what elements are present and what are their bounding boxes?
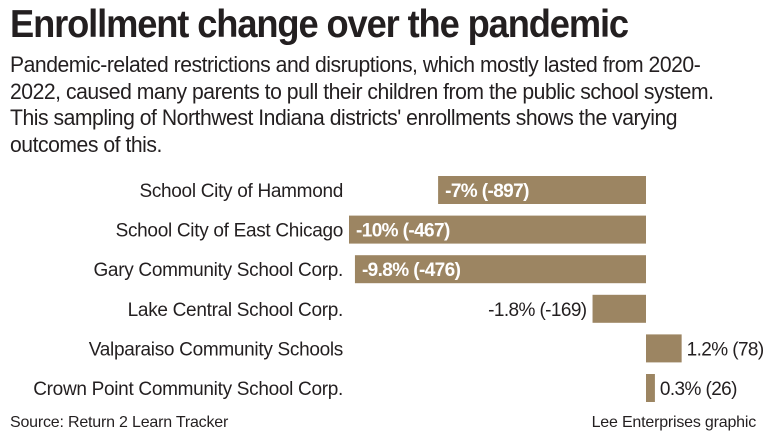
chart-subtitle: Pandemic-related restrictions and disrup… [10,52,714,157]
data-label: 1.2% (78) [687,339,764,360]
bar [438,176,646,204]
bar [646,334,682,363]
bar [592,294,646,323]
data-label: -7% (-897) [445,181,529,202]
data-label: -9.8% (-476) [362,260,461,281]
bar [354,255,646,284]
category-label: School City of East Chicago [116,221,343,242]
category-label: Gary Community School Corp. [93,260,343,281]
category-label: Valparaiso Community Schools [89,339,343,360]
bar [646,374,655,402]
category-label: School City of Hammond [139,181,343,202]
data-label: -10% (-467) [356,221,450,242]
bar [349,215,646,244]
data-label: -1.8% (-169) [488,300,587,321]
credit-note: Lee Enterprises graphic [591,414,757,431]
data-label: 0.3% (26) [660,379,737,400]
category-label: Crown Point Community School Corp. [33,379,343,400]
chart-title: Enrollment change over the pandemic [10,3,629,46]
category-label: Lake Central School Corp. [128,300,343,321]
source-note: Source: Return 2 Learn Tracker [10,414,229,431]
